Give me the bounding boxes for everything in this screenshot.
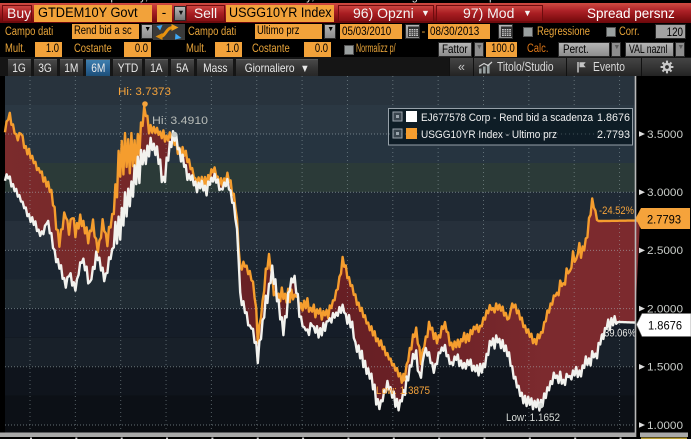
svg-text:3.0000: 3.0000 bbox=[647, 187, 683, 199]
svg-text:EJ677578 Corp - Rend bid a sca: EJ677578 Corp - Rend bid a scadenza bbox=[421, 112, 594, 124]
svg-text:2.0000: 2.0000 bbox=[647, 303, 683, 315]
svg-text:1.8676: 1.8676 bbox=[597, 112, 630, 124]
svg-text:Hi: 3.7373: Hi: 3.7373 bbox=[118, 86, 171, 98]
svg-text:1.8676: 1.8676 bbox=[648, 319, 682, 333]
svg-text:3.5000: 3.5000 bbox=[647, 129, 683, 141]
svg-text:2.7793: 2.7793 bbox=[597, 129, 630, 141]
svg-text:Hi: 3.4910: Hi: 3.4910 bbox=[152, 115, 208, 127]
svg-text:1.5000: 1.5000 bbox=[647, 362, 683, 374]
svg-text:2.5000: 2.5000 bbox=[647, 245, 683, 257]
svg-text:-24.52%: -24.52% bbox=[599, 205, 634, 217]
svg-text:-39.06%: -39.06% bbox=[601, 328, 636, 340]
svg-text:1.0000: 1.0000 bbox=[647, 420, 683, 432]
svg-text:Low: 1.3875: Low: 1.3875 bbox=[376, 385, 430, 397]
svg-text:2.7793: 2.7793 bbox=[647, 213, 681, 227]
svg-text:USGG10YR Index - Ultimo prz: USGG10YR Index - Ultimo prz bbox=[421, 129, 557, 141]
svg-text:Low: 1.1652: Low: 1.1652 bbox=[506, 412, 560, 424]
